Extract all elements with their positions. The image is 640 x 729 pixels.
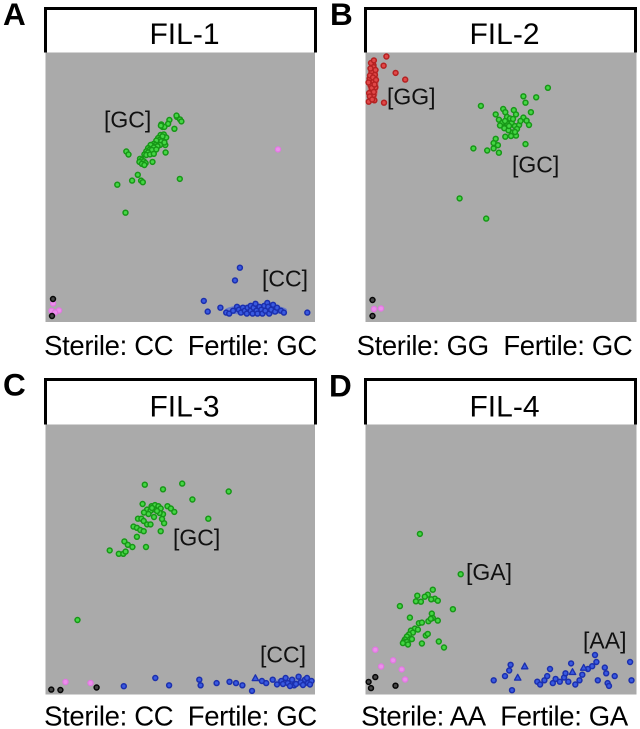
svg-text:FIL-3: FIL-3 bbox=[149, 391, 219, 424]
svg-text:D: D bbox=[329, 368, 352, 404]
svg-text:[GC]: [GC] bbox=[512, 152, 559, 178]
svg-text:Sterile: CC Fertile: GC: Sterile: CC Fertile: GC bbox=[44, 700, 317, 729]
svg-text:[AA]: [AA] bbox=[583, 628, 626, 654]
svg-text:[GC]: [GC] bbox=[104, 107, 151, 133]
svg-text:FIL-2: FIL-2 bbox=[469, 18, 539, 51]
svg-text:Sterile: GG Fertile: GC: Sterile: GG Fertile: GC bbox=[357, 330, 633, 361]
svg-text:[GA]: [GA] bbox=[466, 559, 512, 585]
svg-text:FIL-1: FIL-1 bbox=[149, 18, 219, 51]
svg-text:[CC]: [CC] bbox=[262, 266, 308, 292]
svg-text:B: B bbox=[330, 0, 353, 32]
svg-text:[GC]: [GC] bbox=[173, 525, 220, 551]
svg-text:[GG]: [GG] bbox=[387, 84, 436, 110]
svg-text:FIL-4: FIL-4 bbox=[469, 391, 539, 424]
svg-text:Sterile: AA Fertile: GA: Sterile: AA Fertile: GA bbox=[361, 700, 629, 729]
svg-text:C: C bbox=[3, 367, 26, 403]
svg-text:Sterile: CC Fertile: GC: Sterile: CC Fertile: GC bbox=[44, 330, 317, 361]
svg-text:[CC]: [CC] bbox=[260, 642, 306, 668]
svg-text:A: A bbox=[3, 0, 26, 32]
